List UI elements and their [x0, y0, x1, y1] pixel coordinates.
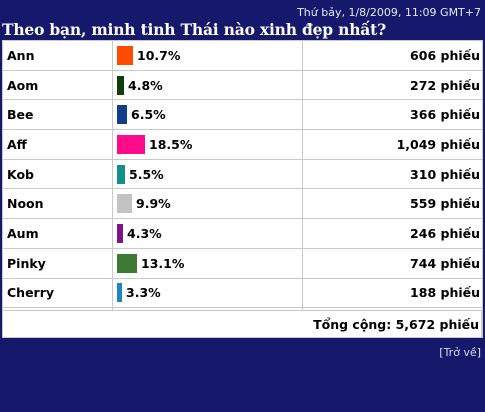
candidate-name: Aum	[2, 218, 113, 249]
result-row: Cherry 3.3% 188 phiếu	[2, 277, 483, 309]
result-row: Bee 6.5% 366 phiếu	[2, 99, 483, 131]
percent-label: 4.8%	[128, 77, 163, 93]
candidate-name: Kob	[2, 158, 113, 190]
vote-share-bar	[117, 223, 123, 243]
percent-cell: 18.5%	[112, 129, 303, 160]
vote-count: 188 phiếu	[302, 277, 483, 309]
vote-count: 366 phiếu	[302, 99, 483, 131]
percent-cell: 5.5%	[112, 158, 303, 190]
percent-label: 13.1%	[141, 255, 185, 271]
vote-count: 246 phiếu	[302, 218, 483, 249]
date-stamp: Thứ bảy, 1/8/2009, 11:09 GMT+7	[297, 6, 481, 19]
back-link[interactable]: [Trở về]	[439, 346, 481, 359]
result-row: Aum 4.3% 246 phiếu	[2, 218, 483, 249]
vote-count: 272 phiếu	[302, 69, 483, 101]
percent-label: 4.3%	[127, 225, 162, 241]
vote-share-bar	[117, 164, 125, 184]
percent-label: 6.5%	[131, 107, 166, 123]
results-table: Ann 10.7% 606 phiếu Aom 4.8% 272 phiếu Bee 6.5%…	[2, 40, 483, 338]
percent-cell: 13.1%	[112, 247, 303, 279]
vote-count: 559 phiếu	[302, 188, 483, 220]
percent-cell: 4.8%	[112, 69, 303, 101]
vote-share-bar	[117, 75, 124, 95]
percent-label: 18.5%	[149, 136, 193, 152]
percent-cell: 10.7%	[112, 40, 303, 71]
vote-share-bar	[117, 194, 132, 214]
candidate-name: Cherry	[2, 277, 113, 309]
vote-count: 1,049 phiếu	[302, 129, 483, 160]
vote-count: 744 phiếu	[302, 247, 483, 279]
result-row: Kob 5.5% 310 phiếu	[2, 158, 483, 190]
vote-share-bar	[117, 134, 145, 154]
percent-cell: 6.5%	[112, 99, 303, 131]
total-votes: Tổng cộng: 5,672 phiếu	[313, 317, 479, 332]
result-row: Noon 9.9% 559 phiếu	[2, 188, 483, 220]
candidate-name: Noon	[2, 188, 113, 220]
total-votes-row: Tổng cộng: 5,672 phiếu	[2, 310, 482, 338]
vote-share-bar	[117, 105, 127, 125]
percent-label: 9.9%	[136, 196, 171, 212]
vote-count: 606 phiếu	[302, 40, 483, 71]
result-row: Aff 18.5% 1,049 phiếu	[2, 129, 483, 160]
percent-label: 10.7%	[137, 47, 181, 63]
percent-label: 5.5%	[129, 166, 164, 182]
percent-label: 3.3%	[126, 285, 161, 301]
vote-count: 310 phiếu	[302, 158, 483, 190]
vote-share-bar	[117, 283, 122, 303]
result-row: Aom 4.8% 272 phiếu	[2, 69, 483, 101]
candidate-name: Pinky	[2, 247, 113, 279]
candidate-name: Aom	[2, 69, 113, 101]
vote-share-bar	[117, 253, 137, 273]
candidate-name: Bee	[2, 99, 113, 131]
result-row: Pinky 13.1% 744 phiếu	[2, 247, 483, 279]
percent-cell: 4.3%	[112, 218, 303, 249]
candidate-name: Aff	[2, 129, 113, 160]
candidate-name: Ann	[2, 40, 113, 71]
percent-cell: 3.3%	[112, 277, 303, 309]
percent-cell: 9.9%	[112, 188, 303, 220]
vote-share-bar	[117, 45, 133, 65]
result-row: Ann 10.7% 606 phiếu	[2, 40, 483, 71]
poll-question-title: Theo bạn, minh tinh Thái nào xinh đẹp nh…	[2, 20, 386, 39]
